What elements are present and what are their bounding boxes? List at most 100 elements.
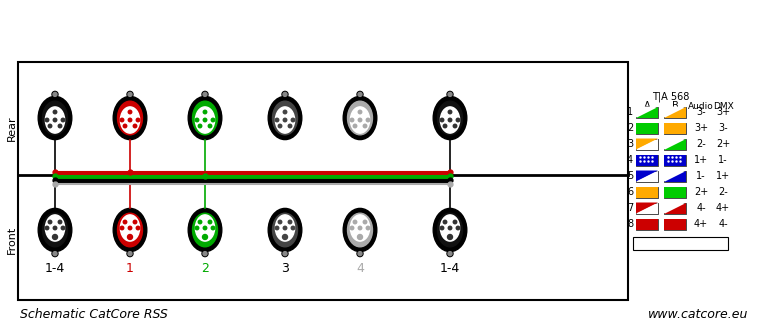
Text: 3: 3 — [281, 262, 289, 275]
FancyBboxPatch shape — [636, 155, 658, 166]
Ellipse shape — [45, 226, 48, 230]
Ellipse shape — [440, 118, 444, 122]
Text: 1-4: 1-4 — [440, 262, 460, 275]
FancyBboxPatch shape — [636, 107, 658, 118]
Ellipse shape — [366, 118, 369, 122]
Ellipse shape — [58, 220, 61, 224]
FancyBboxPatch shape — [636, 186, 658, 197]
Ellipse shape — [453, 220, 457, 224]
Ellipse shape — [127, 92, 133, 98]
Ellipse shape — [204, 110, 207, 114]
Ellipse shape — [38, 97, 71, 140]
Polygon shape — [636, 139, 658, 150]
Ellipse shape — [45, 215, 65, 241]
Ellipse shape — [52, 234, 58, 239]
FancyBboxPatch shape — [636, 123, 658, 134]
Ellipse shape — [136, 118, 140, 122]
Text: Audio: Audio — [688, 102, 714, 111]
Ellipse shape — [350, 118, 354, 122]
Polygon shape — [664, 170, 686, 181]
Ellipse shape — [283, 93, 287, 97]
Polygon shape — [636, 170, 658, 181]
Ellipse shape — [357, 234, 362, 239]
Ellipse shape — [283, 234, 287, 239]
Ellipse shape — [363, 124, 367, 128]
Polygon shape — [664, 139, 686, 150]
Ellipse shape — [276, 107, 295, 133]
Ellipse shape — [449, 110, 452, 114]
Ellipse shape — [453, 124, 457, 128]
Ellipse shape — [204, 118, 207, 122]
Ellipse shape — [283, 252, 287, 256]
Polygon shape — [636, 202, 658, 213]
Text: 4: 4 — [356, 262, 364, 275]
Text: 1+: 1+ — [694, 155, 708, 165]
Ellipse shape — [202, 250, 208, 257]
Ellipse shape — [123, 220, 127, 224]
Ellipse shape — [204, 226, 207, 230]
FancyBboxPatch shape — [636, 123, 658, 134]
Ellipse shape — [113, 97, 147, 140]
Text: Rear: Rear — [7, 115, 17, 141]
FancyBboxPatch shape — [664, 155, 686, 166]
Ellipse shape — [275, 118, 279, 122]
Ellipse shape — [273, 213, 297, 247]
Text: 2: 2 — [201, 262, 209, 275]
Ellipse shape — [276, 215, 295, 241]
Ellipse shape — [134, 220, 137, 224]
Ellipse shape — [121, 226, 124, 230]
Ellipse shape — [350, 215, 369, 241]
Ellipse shape — [128, 226, 132, 230]
Ellipse shape — [278, 220, 282, 224]
Text: 3-: 3- — [696, 107, 706, 117]
FancyBboxPatch shape — [18, 62, 628, 300]
Text: B: B — [672, 101, 678, 111]
Ellipse shape — [358, 226, 362, 230]
Text: 2+: 2+ — [716, 139, 730, 149]
Ellipse shape — [350, 107, 369, 133]
Ellipse shape — [203, 234, 207, 239]
Ellipse shape — [353, 124, 357, 128]
Polygon shape — [636, 107, 658, 118]
Ellipse shape — [198, 220, 202, 224]
Ellipse shape — [42, 213, 68, 247]
Ellipse shape — [193, 101, 217, 135]
Ellipse shape — [118, 101, 143, 135]
Ellipse shape — [195, 118, 199, 122]
FancyBboxPatch shape — [664, 218, 686, 229]
Ellipse shape — [438, 101, 462, 135]
Ellipse shape — [343, 97, 377, 140]
FancyBboxPatch shape — [664, 155, 686, 166]
FancyBboxPatch shape — [636, 139, 658, 150]
Ellipse shape — [202, 92, 208, 98]
Ellipse shape — [198, 124, 202, 128]
Ellipse shape — [38, 208, 71, 252]
Ellipse shape — [211, 118, 215, 122]
FancyBboxPatch shape — [664, 218, 686, 229]
Ellipse shape — [123, 124, 127, 128]
Ellipse shape — [127, 250, 133, 257]
Ellipse shape — [53, 118, 57, 122]
Ellipse shape — [443, 220, 447, 224]
Text: 2-: 2- — [696, 139, 706, 149]
Text: T|A 568: T|A 568 — [652, 92, 690, 102]
Ellipse shape — [188, 208, 222, 252]
Ellipse shape — [343, 208, 377, 252]
Text: 2: 2 — [627, 123, 633, 133]
FancyBboxPatch shape — [664, 202, 686, 213]
Text: 1: 1 — [627, 107, 633, 117]
Text: 8: 8 — [627, 219, 633, 229]
Text: 4-: 4- — [696, 203, 706, 213]
FancyBboxPatch shape — [664, 186, 686, 197]
Ellipse shape — [350, 226, 354, 230]
Ellipse shape — [53, 252, 57, 256]
Text: 2+: 2+ — [694, 187, 708, 197]
Ellipse shape — [347, 101, 372, 135]
Text: Front: Front — [7, 226, 17, 254]
Text: 1: 1 — [126, 262, 134, 275]
Text: DMX: DMX — [713, 102, 733, 111]
Ellipse shape — [358, 110, 362, 114]
Text: 3: 3 — [627, 139, 633, 149]
Ellipse shape — [283, 110, 286, 114]
Ellipse shape — [118, 213, 143, 247]
